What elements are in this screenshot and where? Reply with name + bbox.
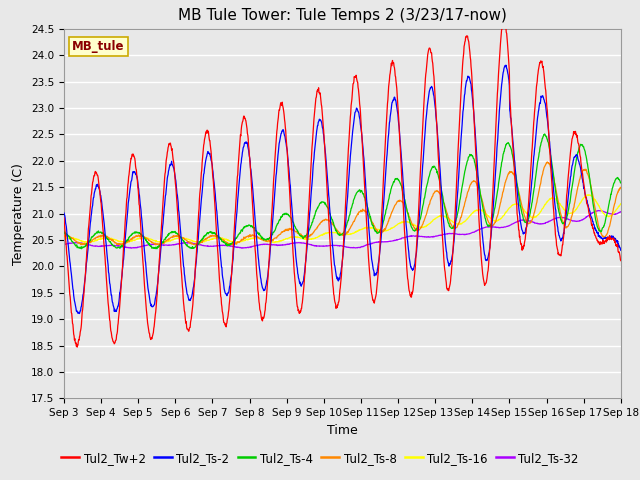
Title: MB Tule Tower: Tule Temps 2 (3/23/17-now): MB Tule Tower: Tule Temps 2 (3/23/17-now… (178, 9, 507, 24)
Y-axis label: Temperature (C): Temperature (C) (12, 163, 26, 264)
Text: MB_tule: MB_tule (72, 40, 125, 53)
Legend: Tul2_Tw+2, Tul2_Ts-2, Tul2_Ts-4, Tul2_Ts-8, Tul2_Ts-16, Tul2_Ts-32: Tul2_Tw+2, Tul2_Ts-2, Tul2_Ts-4, Tul2_Ts… (56, 447, 584, 469)
X-axis label: Time: Time (327, 424, 358, 437)
